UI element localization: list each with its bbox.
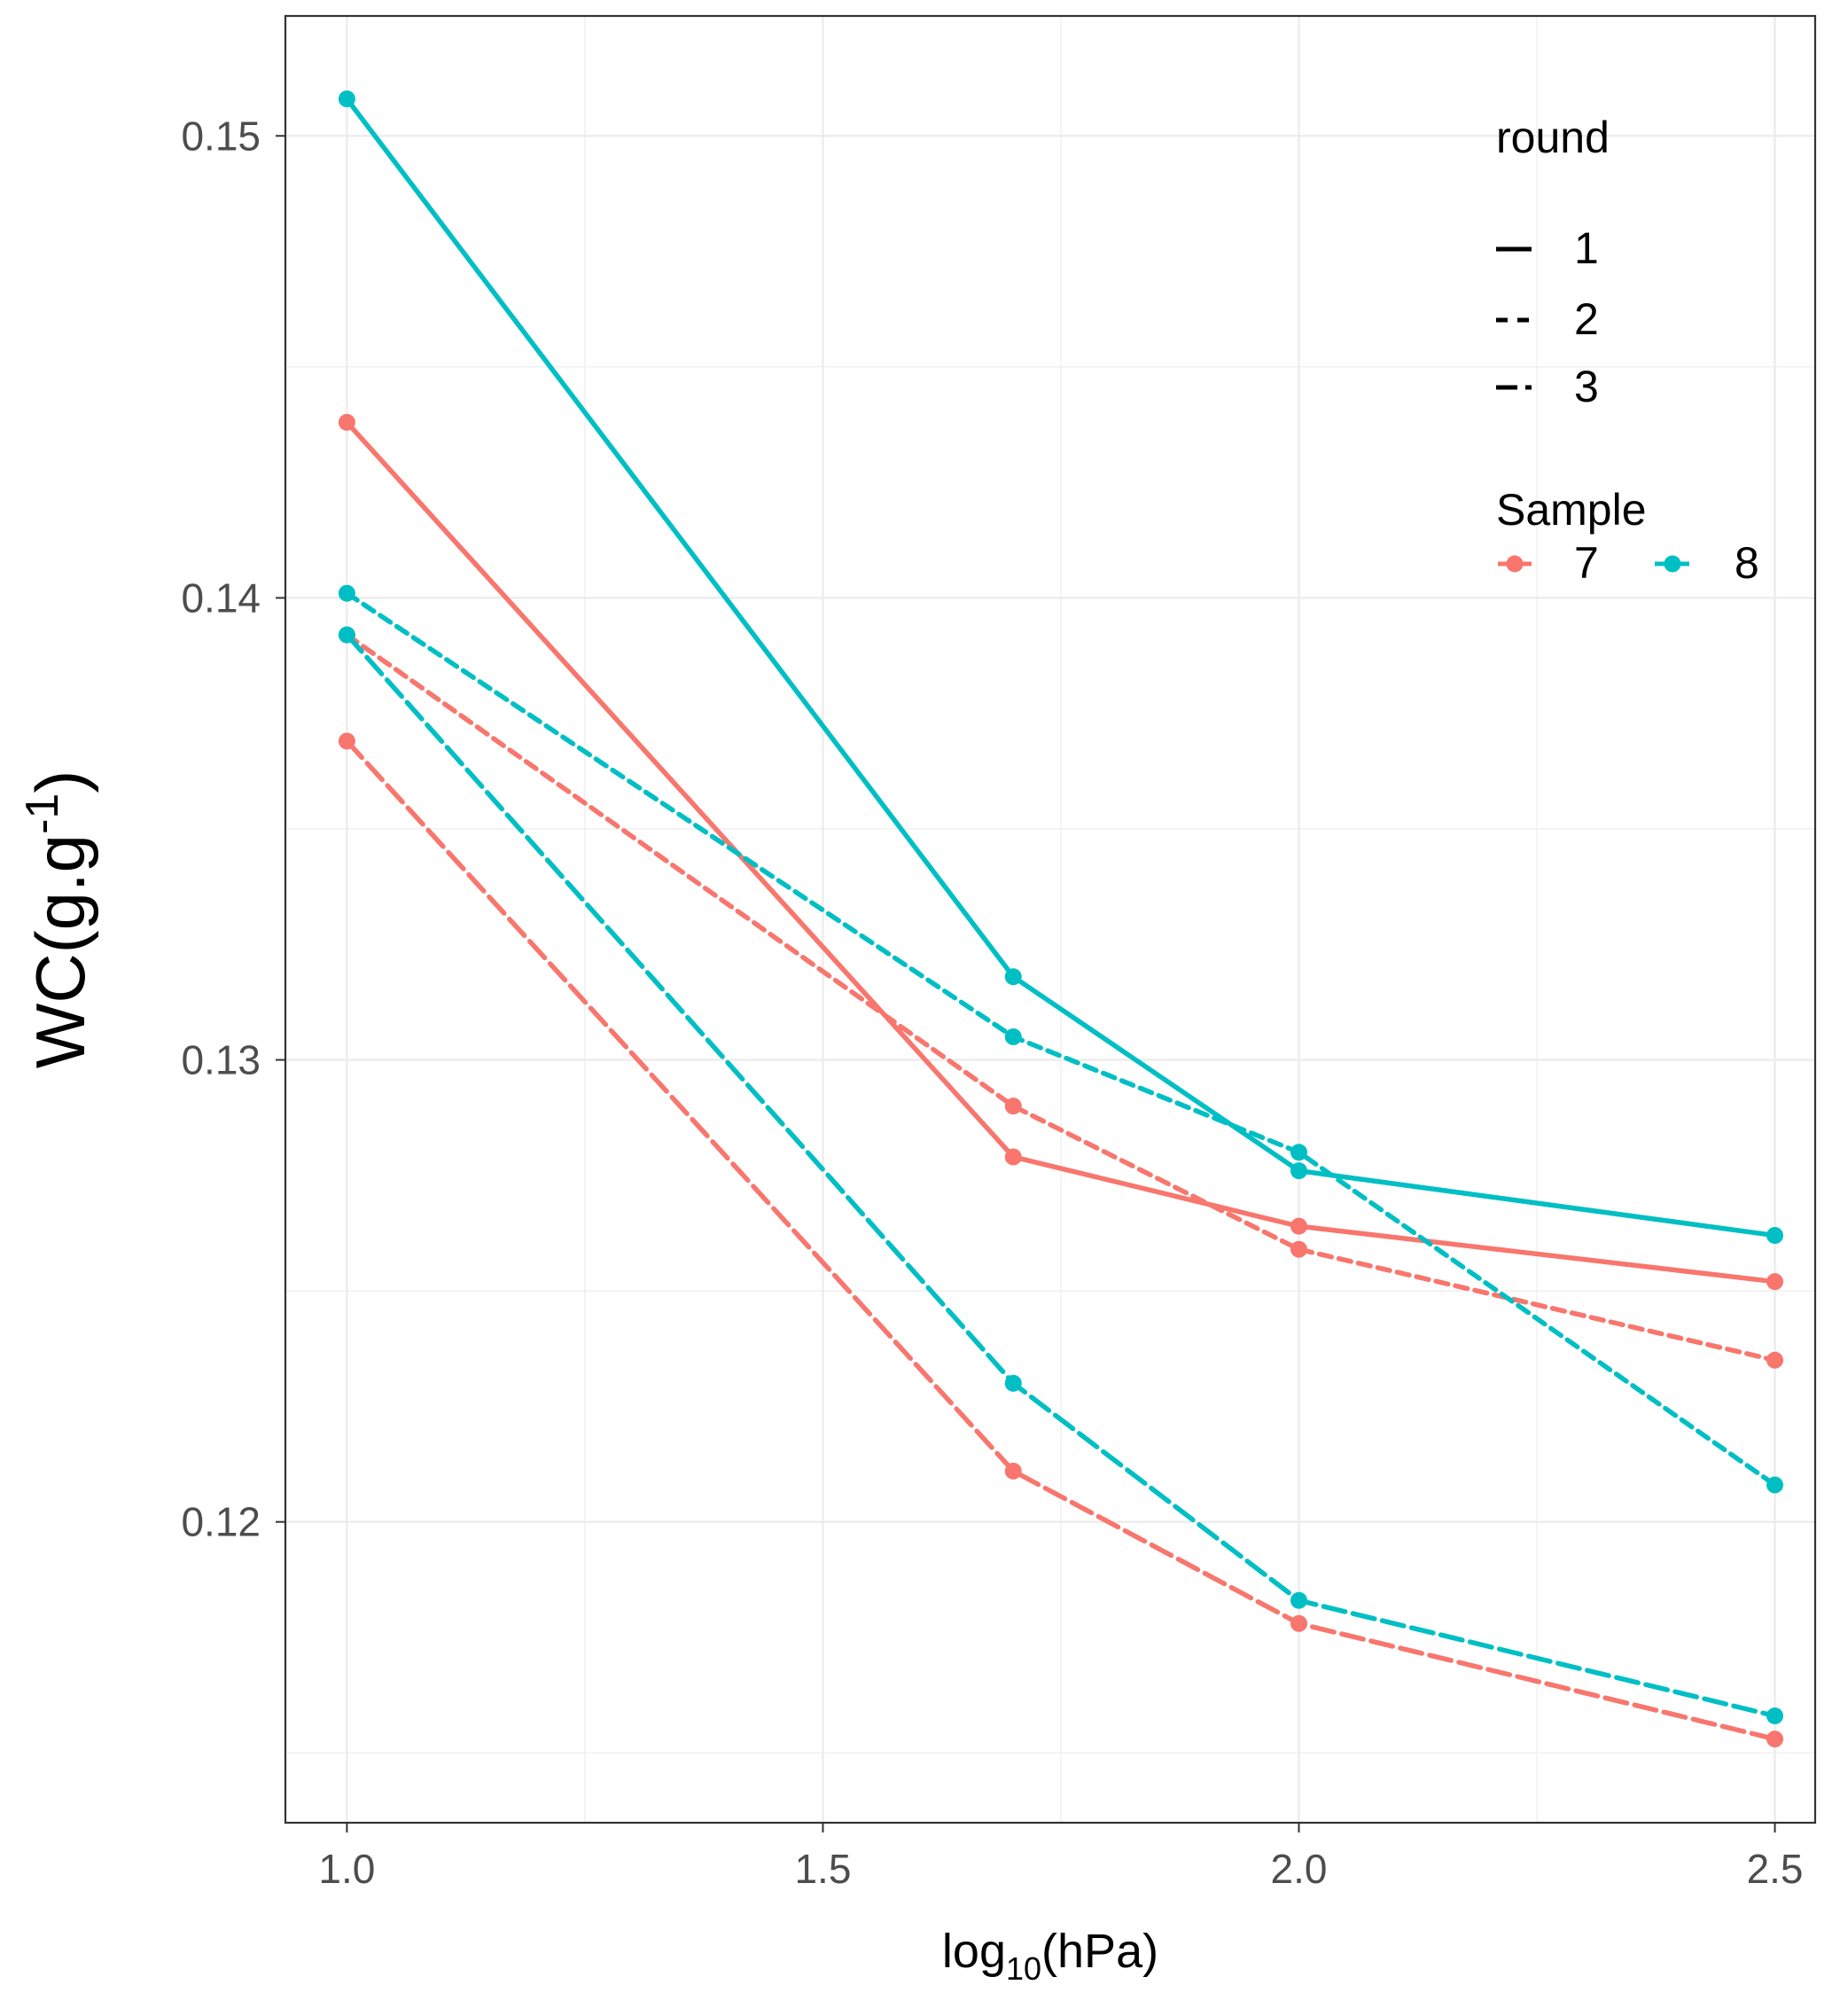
svg-text:1: 1: [1574, 223, 1599, 273]
svg-text:0.14: 0.14: [181, 574, 261, 621]
svg-text:2.0: 2.0: [1271, 1846, 1328, 1892]
svg-text:2: 2: [1574, 294, 1599, 344]
svg-text:log10(hPa): log10(hPa): [942, 1925, 1158, 1987]
svg-text:WC(g.g-1): WC(g.g-1): [17, 770, 99, 1069]
svg-text:round: round: [1496, 113, 1610, 162]
svg-text:1.0: 1.0: [318, 1846, 375, 1892]
svg-text:8: 8: [1735, 538, 1759, 588]
svg-text:2.5: 2.5: [1747, 1846, 1804, 1892]
svg-text:7: 7: [1574, 538, 1599, 588]
svg-text:0.15: 0.15: [181, 113, 261, 159]
svg-text:1.5: 1.5: [794, 1846, 851, 1892]
svg-text:3: 3: [1574, 362, 1599, 411]
svg-text:0.13: 0.13: [181, 1037, 261, 1083]
svg-text:0.12: 0.12: [181, 1499, 261, 1545]
svg-text:Sample: Sample: [1496, 485, 1647, 535]
